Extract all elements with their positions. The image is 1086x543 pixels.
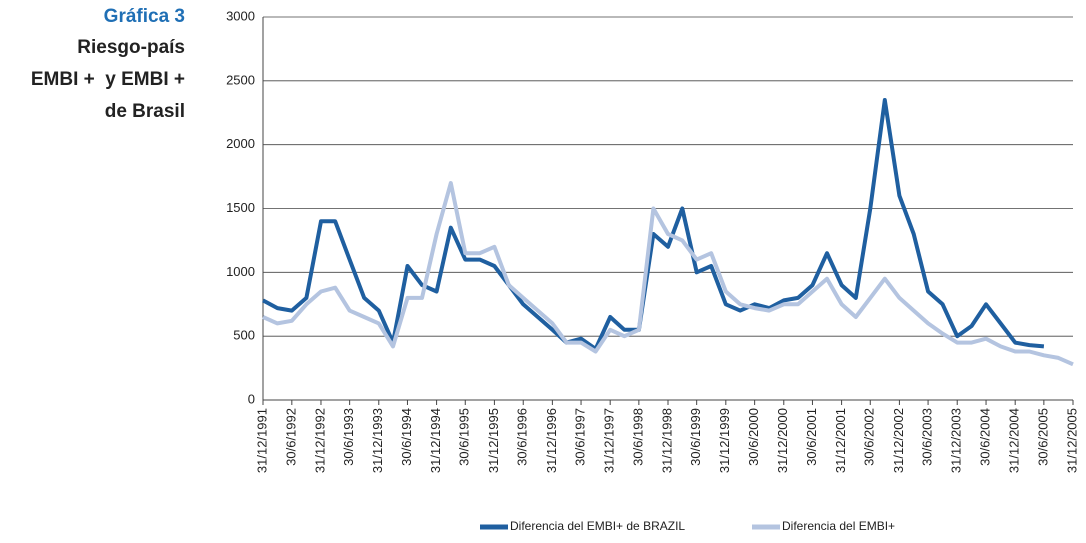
x-tick-label: 31/12/1998 <box>659 408 674 473</box>
x-tick-label: 31/12/2003 <box>949 408 964 473</box>
chart-title: de Brasil <box>105 101 185 122</box>
x-tick-label: 30/6/2002 <box>862 408 877 466</box>
legend-label: Diferencia del EMBI+ de BRAZIL <box>510 519 685 533</box>
x-tick-label: 31/12/1994 <box>428 408 443 473</box>
y-tick-label: 500 <box>233 328 255 343</box>
x-tick-label: 30/6/2005 <box>1035 408 1050 466</box>
x-tick-label: 30/6/1994 <box>399 408 414 466</box>
data-line <box>262 181 1074 367</box>
x-tick-label: 30/6/1993 <box>341 408 356 466</box>
x-tick-label: 31/12/1995 <box>486 408 501 473</box>
x-tick-label: 30/6/2003 <box>920 408 935 466</box>
chart-title: EMBI + y EMBI + <box>31 69 185 90</box>
chart-title: Riesgo-país <box>77 37 185 58</box>
y-tick-label: 2000 <box>226 136 255 151</box>
x-tick-label: 31/12/2001 <box>833 408 848 473</box>
x-tick-label: 31/12/1992 <box>312 408 327 473</box>
x-tick-label: 30/6/1996 <box>515 408 530 466</box>
x-tick-label: 30/6/2004 <box>977 408 992 466</box>
x-tick-label: 31/12/1991 <box>254 408 269 473</box>
x-tick-label: 31/12/2004 <box>1007 408 1022 473</box>
x-tick-label: 31/12/2005 <box>1064 408 1079 473</box>
x-tick-label: 31/12/2000 <box>775 408 790 473</box>
x-tick-label: 31/12/1996 <box>544 408 559 473</box>
x-tick-label: 31/12/1999 <box>717 408 732 473</box>
chart-title: Gráfica 3 <box>104 6 185 27</box>
x-tick-label: 31/12/2002 <box>891 408 906 473</box>
x-tick-label: 30/6/1992 <box>283 408 298 466</box>
y-tick-label: 3000 <box>226 8 255 23</box>
x-tick-label: 30/6/1999 <box>688 408 703 466</box>
y-tick-label: 1000 <box>226 264 255 279</box>
x-tick-label: 30/6/1998 <box>630 408 645 466</box>
x-tick-label: 30/6/2000 <box>746 408 761 466</box>
x-tick-label: 30/6/1995 <box>457 408 472 466</box>
x-tick-label: 31/12/1997 <box>602 408 617 473</box>
x-tick-label: 30/6/1997 <box>572 408 587 466</box>
y-tick-label: 1500 <box>226 200 255 215</box>
x-tick-label: 30/6/2001 <box>804 408 819 466</box>
legend-label: Diferencia del EMBI+ <box>782 519 895 533</box>
y-tick-label: 2500 <box>226 72 255 87</box>
y-tick-label: 0 <box>248 391 255 406</box>
x-tick-label: 31/12/1993 <box>370 408 385 473</box>
